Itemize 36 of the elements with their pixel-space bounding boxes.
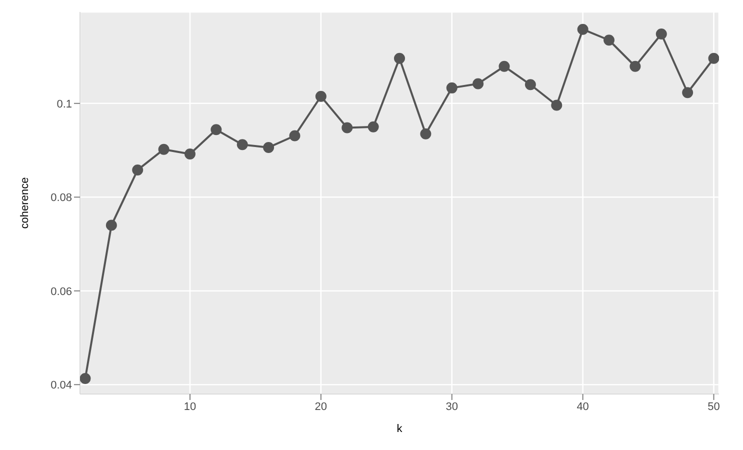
point	[132, 164, 144, 176]
point	[682, 87, 694, 98]
point	[315, 90, 326, 102]
point	[498, 60, 510, 72]
point	[577, 24, 588, 35]
y-tick-label: 0.1	[56, 98, 72, 110]
point	[394, 52, 405, 64]
point	[630, 60, 641, 72]
point	[446, 82, 458, 94]
y-axis-title: coherence	[18, 177, 31, 229]
point	[158, 144, 170, 155]
point	[210, 124, 222, 136]
y-tick-label: 0.04	[50, 380, 72, 392]
point	[289, 130, 300, 142]
point	[184, 148, 196, 160]
x-tick-label: 10	[184, 400, 196, 413]
point	[708, 52, 719, 64]
point	[420, 128, 432, 140]
y-tick-label: 0.08	[50, 192, 72, 204]
point	[551, 100, 562, 111]
point	[368, 121, 379, 132]
point	[106, 220, 117, 231]
x-axis-title: k	[396, 423, 403, 435]
x-tick-label: 50	[708, 400, 720, 413]
point	[80, 373, 91, 384]
point	[472, 78, 484, 90]
x-tick-label: 20	[314, 400, 328, 413]
y-tick-label: 0.06	[50, 286, 72, 298]
point	[604, 34, 615, 46]
point	[236, 139, 248, 150]
point	[342, 122, 353, 134]
point	[263, 142, 274, 153]
x-tick-label: 30	[446, 400, 458, 413]
x-tick-label: 40	[576, 400, 589, 413]
point	[524, 79, 536, 90]
point	[656, 28, 667, 40]
